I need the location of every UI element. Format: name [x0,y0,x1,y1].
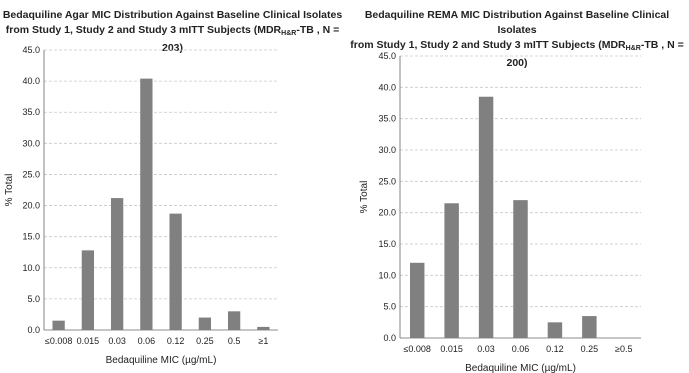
chart-title: Bedaquiline Agar MIC Distribution Agains… [0,8,345,56]
x-tick-label: 0.12 [546,344,564,354]
y-tick-label: 20.0 [378,208,396,218]
x-tick-label: 0.015 [440,344,463,354]
x-tick-label: ≤0.008 [403,344,430,354]
y-tick-label: 35.0 [22,107,40,117]
bar [513,200,528,338]
x-tick-label: 0.12 [167,336,185,346]
bar [227,311,241,330]
bar [444,203,459,338]
chart-plot-area: 0.0 5.0 10.0 15.0 20.0 25.0 30.0 35.0 40.0 45.0 ≤0… [4,45,278,366]
bar [81,250,95,330]
x-tick-label: 0.5 [228,336,241,346]
bar [140,78,153,330]
y-tick-label: 30.0 [378,145,396,155]
y-tick-label: 20.0 [22,201,40,211]
y-tick-label: 35.0 [378,114,396,124]
x-tick-label: 0.25 [581,344,599,354]
y-tick-label: 15.0 [22,232,40,242]
y-tick-label: 25.0 [22,169,40,179]
y-tick-label: 0.0 [27,325,40,335]
y-tick-label: 5.0 [383,302,396,312]
x-tick-label: ≥1 [258,336,268,346]
y-tick-label: 40.0 [22,76,40,86]
x-tick-label: ≤0.008 [45,336,72,346]
chart-title-line1: Bedaquiline REMA MIC Distribution Agains… [364,9,670,36]
bar [169,213,182,330]
bar [110,198,124,330]
y-tick-label: 45.0 [378,51,396,61]
x-axis-label: Bedaquiline MIC (µg/mL) [106,355,217,366]
y-axis-label: % Total [359,181,370,214]
y-tick-label: 10.0 [22,263,40,273]
y-tick-label: 40.0 [378,82,396,92]
bar [52,320,65,330]
y-tick-label: 25.0 [378,176,396,186]
chart-title-line1: Bedaquiline Agar MIC Distribution Agains… [2,9,343,21]
chart-rema-mic: Bedaquiline REMA MIC Distribution Agains… [345,0,689,373]
chart-agar-mic: Bedaquiline Agar MIC Distribution Agains… [0,8,345,366]
bar [478,96,494,338]
y-tick-label: 45.0 [22,45,40,55]
chart-plot-area: 0.0 5.0 10.0 15.0 20.0 25.0 30.0 35.0 40.0 45.0 ≤0… [359,51,641,373]
chart-title-line2: from Study 1, Study 2 and Study 3 mITT S… [350,39,684,69]
bar [547,322,563,338]
y-tick-label: 10.0 [378,270,396,280]
x-tick-label: 0.25 [196,336,214,346]
x-tick-label: 0.06 [138,336,156,346]
chart-title-line2: from Study 1, Study 2 and Study 3 mITT S… [5,24,340,54]
x-tick-label: 0.06 [512,344,530,354]
y-tick-label: 30.0 [22,138,40,148]
x-axis-label: Bedaquiline MIC (µg/mL) [465,363,576,373]
bar [409,262,425,338]
chart-title: Bedaquiline REMA MIC Distribution Agains… [345,8,689,71]
x-tick-label: 0.015 [77,336,100,346]
bar [198,317,212,330]
y-tick-label: 5.0 [27,294,40,304]
x-tick-label: 0.03 [108,336,126,346]
x-tick-label: ≥0.5 [615,344,632,354]
y-tick-label: 0.0 [383,333,396,343]
x-tick-label: 0.03 [477,344,495,354]
y-axis-label: % Total [4,174,15,207]
bar [582,316,597,338]
y-tick-label: 15.0 [378,239,396,249]
bar [257,326,270,330]
